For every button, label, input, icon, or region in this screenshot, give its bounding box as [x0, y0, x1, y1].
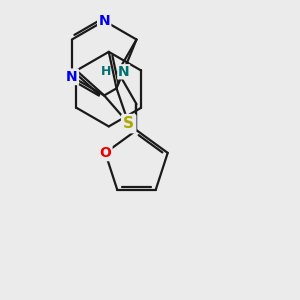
Text: N: N: [118, 65, 130, 79]
Text: N: N: [66, 70, 78, 84]
Text: H: H: [100, 65, 111, 78]
Text: N: N: [98, 14, 110, 28]
Text: O: O: [99, 146, 111, 160]
Text: S: S: [123, 116, 134, 131]
